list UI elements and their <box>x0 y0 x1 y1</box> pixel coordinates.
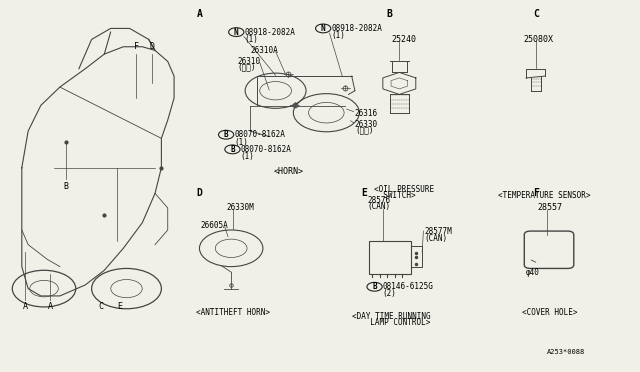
Text: (CAN): (CAN) <box>367 202 390 211</box>
Text: <COVER HOLE>: <COVER HOLE> <box>522 308 577 317</box>
Text: 26330M: 26330M <box>226 203 254 212</box>
Text: B: B <box>387 9 393 19</box>
Text: N: N <box>234 28 239 36</box>
Circle shape <box>218 130 234 139</box>
Text: 26605A: 26605A <box>201 221 228 230</box>
Text: F: F <box>532 188 539 198</box>
Text: 08070-8162A: 08070-8162A <box>234 130 285 139</box>
Text: 08918-2082A: 08918-2082A <box>332 24 382 33</box>
Text: <OIL PRESSURE: <OIL PRESSURE <box>374 185 434 194</box>
Text: B: B <box>224 130 228 139</box>
Text: 25240: 25240 <box>392 35 417 44</box>
Text: C: C <box>99 302 104 311</box>
Circle shape <box>225 145 240 154</box>
Text: (1): (1) <box>234 138 248 147</box>
Circle shape <box>228 28 244 36</box>
Text: E: E <box>362 188 367 198</box>
Text: (CAN): (CAN) <box>425 234 448 243</box>
Text: A: A <box>22 302 28 311</box>
Text: 08918-2082A: 08918-2082A <box>244 28 296 36</box>
Text: 26330: 26330 <box>355 120 378 129</box>
Text: B: B <box>372 282 377 291</box>
Text: (1): (1) <box>241 152 255 161</box>
Text: F: F <box>134 42 138 51</box>
Text: (ロー): (ロー) <box>355 126 373 135</box>
Text: <HORN>: <HORN> <box>273 167 303 176</box>
Text: (1): (1) <box>244 35 259 44</box>
Text: 26316: 26316 <box>355 109 378 118</box>
Text: E: E <box>118 302 123 311</box>
Circle shape <box>316 24 331 33</box>
Text: B: B <box>230 145 235 154</box>
Text: 28557: 28557 <box>538 203 563 212</box>
Text: 08146-6125G: 08146-6125G <box>383 282 434 291</box>
Text: 28576: 28576 <box>367 196 390 205</box>
Text: D: D <box>149 42 154 51</box>
Text: <ANTITHEFT HORN>: <ANTITHEFT HORN> <box>196 308 270 317</box>
Text: 26310A: 26310A <box>250 46 278 55</box>
Text: D: D <box>196 188 202 198</box>
Text: SWITCH>: SWITCH> <box>374 192 415 201</box>
Text: A253*0088: A253*0088 <box>547 349 586 355</box>
Text: N: N <box>321 24 326 33</box>
Text: 08070-8162A: 08070-8162A <box>241 145 292 154</box>
Text: B: B <box>64 182 68 190</box>
Text: C: C <box>532 9 539 19</box>
Text: A: A <box>48 302 53 311</box>
Text: LAMP CONTROL>: LAMP CONTROL> <box>361 318 431 327</box>
Text: (2): (2) <box>383 289 397 298</box>
Text: 28577M: 28577M <box>425 227 452 236</box>
Text: 26310: 26310 <box>237 57 260 66</box>
Text: A: A <box>196 9 202 19</box>
Text: (1): (1) <box>332 31 346 40</box>
Text: <TEMPERATURE SENSOR>: <TEMPERATURE SENSOR> <box>498 192 590 201</box>
Circle shape <box>367 282 382 291</box>
Text: φ40: φ40 <box>526 267 540 277</box>
Text: 25080X: 25080X <box>523 35 553 44</box>
Text: <DAY TIME RUNNING: <DAY TIME RUNNING <box>352 312 430 321</box>
Text: (ハイ): (ハイ) <box>237 62 256 71</box>
